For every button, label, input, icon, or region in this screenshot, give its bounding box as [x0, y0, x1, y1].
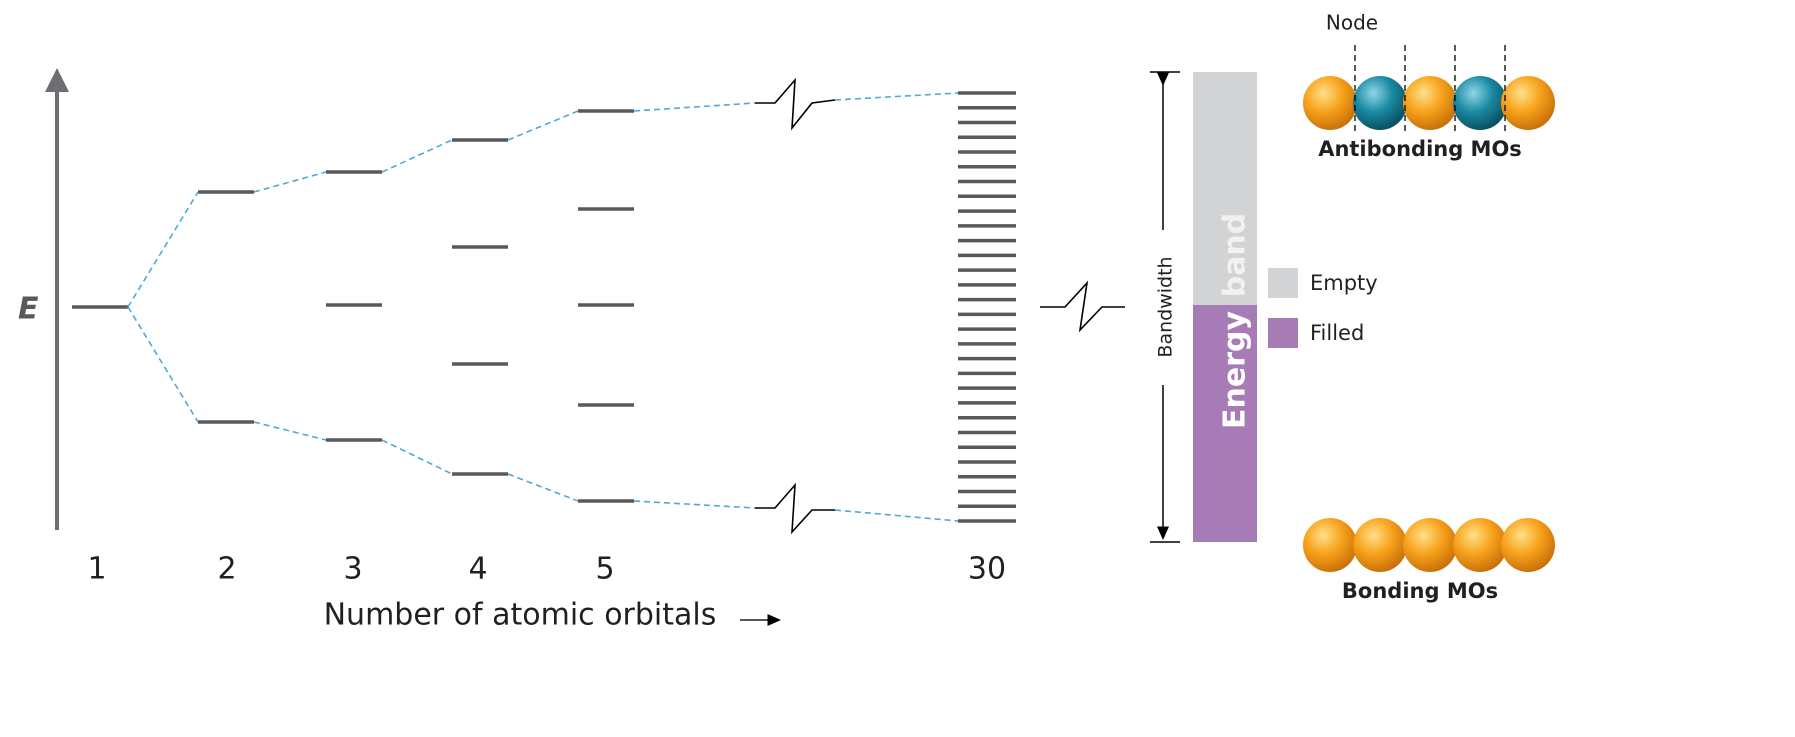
legend-swatch	[1268, 318, 1298, 348]
energy-levels	[72, 91, 1016, 523]
connector	[127, 306, 959, 522]
legend: Empty Filled	[1268, 268, 1378, 348]
atom	[1403, 76, 1457, 130]
break	[755, 77, 836, 131]
break	[1040, 280, 1125, 333]
y-axis-arrow	[45, 68, 69, 92]
legend-label: Empty	[1310, 271, 1378, 295]
atom	[1501, 518, 1555, 572]
atom	[1353, 76, 1407, 130]
node-label: Node	[1326, 11, 1378, 35]
column-label: 2	[217, 552, 236, 587]
band-empty	[1193, 72, 1257, 305]
atom	[1303, 518, 1357, 572]
orbital-spheres	[1303, 45, 1555, 572]
legend-label: Filled	[1310, 321, 1364, 345]
column-label: 1	[87, 552, 106, 587]
band-filled	[1193, 305, 1257, 542]
atom	[1501, 76, 1555, 130]
atom	[1303, 76, 1357, 130]
bandwidth-label: Bandwidth	[1155, 256, 1177, 357]
break	[755, 482, 835, 535]
atom	[1453, 518, 1507, 572]
legend-swatch	[1268, 268, 1298, 298]
y-label: E	[18, 292, 39, 327]
x-label: Number of atomic orbitals	[324, 598, 717, 633]
column-label: 5	[595, 552, 614, 587]
atom	[1453, 76, 1507, 130]
bonding-label: Bonding MOs	[1342, 579, 1498, 603]
connector	[127, 92, 959, 308]
column-label: 3	[343, 552, 362, 587]
column-label: 30	[968, 552, 1006, 587]
band-label: Energy	[1218, 311, 1253, 429]
antibonding-label: Antibonding MOs	[1318, 137, 1522, 161]
atom	[1403, 518, 1457, 572]
band-label: band	[1218, 213, 1253, 298]
column-label: 4	[468, 552, 487, 587]
atom	[1353, 518, 1407, 572]
